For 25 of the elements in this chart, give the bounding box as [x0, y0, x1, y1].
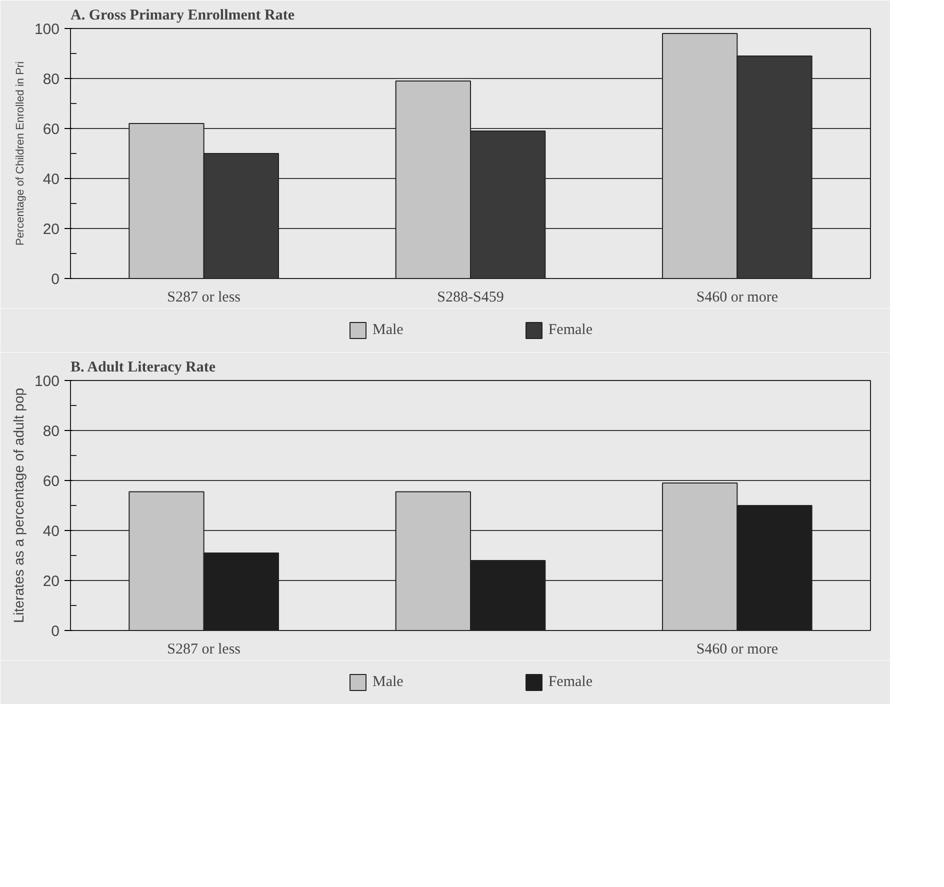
y-tick-label: 100 [34, 21, 60, 38]
y-tick-label: 0 [51, 623, 60, 640]
y-tick-label: 20 [42, 221, 60, 238]
legend-label: Male [372, 322, 404, 338]
y-tick-label: 60 [42, 121, 60, 138]
legend-label: Female [548, 674, 592, 690]
y-tick-label: 40 [42, 171, 60, 188]
legend-label: Female [548, 322, 592, 338]
y-tick-label: 80 [42, 423, 60, 440]
x-tick-label: S460 or more [696, 642, 778, 658]
y-tick-label: 0 [51, 271, 60, 288]
legend-label: Male [372, 674, 404, 690]
y-tick-label: 60 [42, 473, 60, 490]
chart-title: A. Gross Primary Enrollment Rate [70, 8, 295, 24]
y-axis-title: Percentage of Children Enrolled in Pri [14, 61, 26, 246]
y-tick-label: 40 [42, 523, 60, 540]
x-tick-label: S460 or more [696, 290, 778, 306]
y-tick-label: 20 [42, 573, 60, 590]
chart-title: B. Adult Literacy Rate [70, 360, 216, 376]
x-tick-label: S288-S459 [437, 290, 504, 306]
x-tick-label: S287 or less [167, 290, 241, 306]
y-axis-title: Literates as a percentage of adult pop [10, 388, 26, 624]
y-tick-label: 80 [42, 71, 60, 88]
x-tick-label: S287 or less [167, 642, 241, 658]
y-tick-label: 100 [34, 373, 60, 390]
